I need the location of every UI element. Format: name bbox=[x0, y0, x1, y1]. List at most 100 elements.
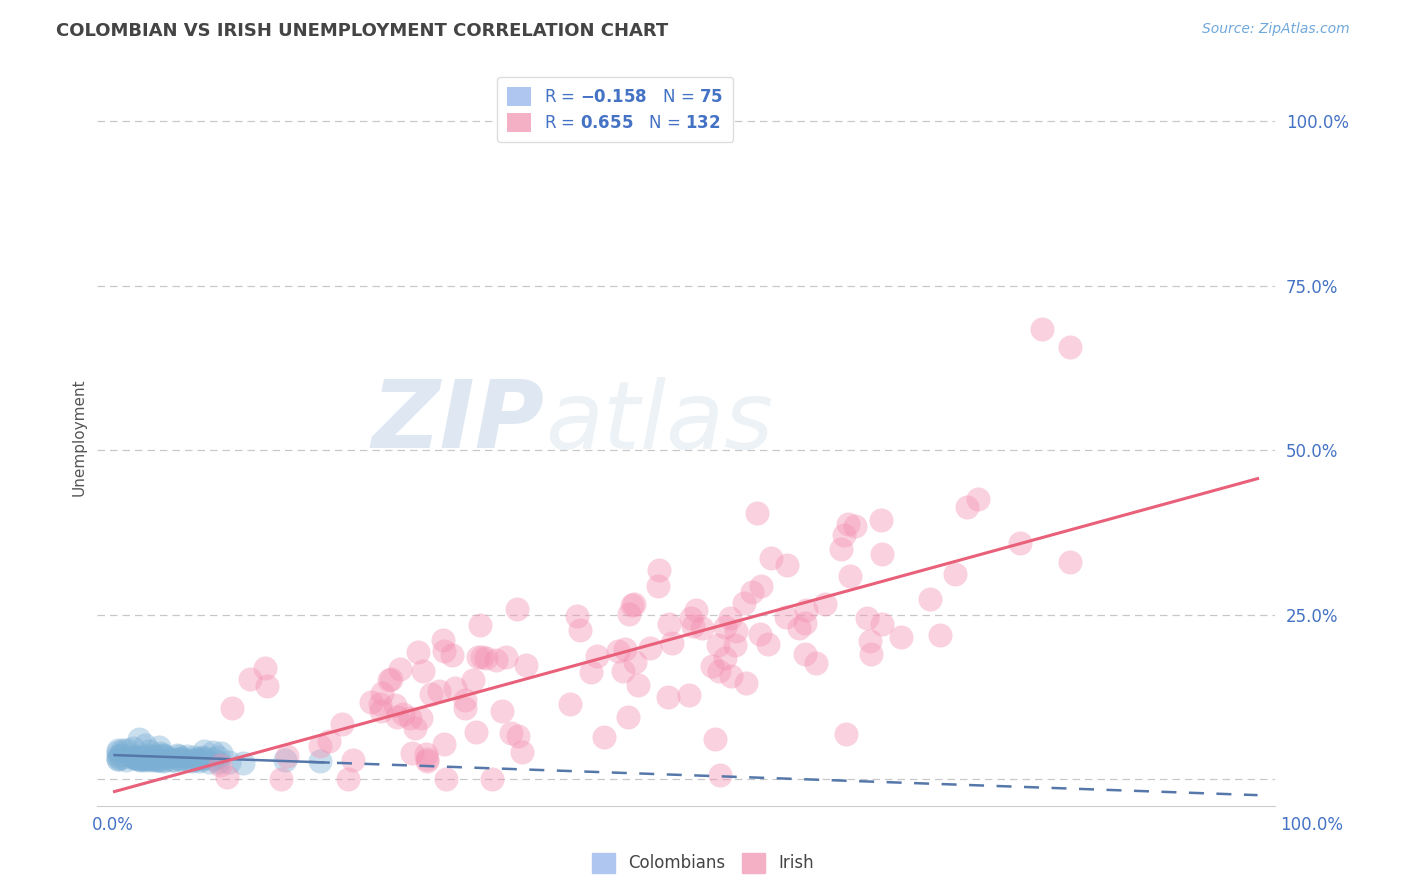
Point bbox=[839, 569, 862, 583]
Point bbox=[308, 739, 330, 754]
Point bbox=[337, 772, 360, 787]
Point bbox=[692, 621, 714, 635]
Point bbox=[276, 748, 298, 763]
Point bbox=[256, 679, 278, 693]
Point bbox=[454, 701, 477, 715]
Point bbox=[176, 749, 198, 764]
Point bbox=[153, 753, 176, 767]
Point bbox=[709, 768, 731, 782]
Point bbox=[134, 749, 156, 764]
Point bbox=[794, 616, 817, 631]
Point bbox=[606, 644, 628, 658]
Point bbox=[714, 620, 737, 634]
Point bbox=[330, 716, 353, 731]
Point bbox=[617, 607, 640, 622]
Point bbox=[468, 618, 491, 632]
Point bbox=[166, 747, 188, 762]
Point bbox=[568, 623, 591, 637]
Point bbox=[707, 638, 730, 652]
Point bbox=[136, 750, 159, 764]
Point bbox=[433, 737, 456, 751]
Point bbox=[713, 651, 735, 665]
Point bbox=[134, 738, 156, 752]
Point bbox=[704, 731, 727, 746]
Point bbox=[718, 611, 741, 625]
Point bbox=[232, 756, 254, 770]
Text: Source: ZipAtlas.com: Source: ZipAtlas.com bbox=[1202, 22, 1350, 37]
Point bbox=[239, 672, 262, 686]
Point bbox=[187, 754, 209, 768]
Point bbox=[485, 653, 508, 667]
Point bbox=[1059, 555, 1081, 569]
Point bbox=[759, 551, 782, 566]
Point bbox=[720, 669, 742, 683]
Point bbox=[918, 592, 941, 607]
Point bbox=[128, 752, 150, 766]
Point bbox=[217, 770, 239, 784]
Point bbox=[775, 609, 797, 624]
Point bbox=[270, 772, 292, 787]
Point bbox=[342, 753, 364, 767]
Point bbox=[495, 649, 517, 664]
Point bbox=[813, 598, 835, 612]
Point bbox=[586, 648, 609, 663]
Point bbox=[142, 749, 165, 764]
Point bbox=[157, 750, 180, 764]
Point bbox=[274, 753, 297, 767]
Point bbox=[198, 755, 221, 769]
Point bbox=[122, 751, 145, 765]
Point bbox=[399, 711, 422, 725]
Point bbox=[796, 603, 818, 617]
Point bbox=[146, 753, 169, 767]
Point bbox=[647, 579, 669, 593]
Point bbox=[128, 732, 150, 747]
Point bbox=[741, 584, 763, 599]
Point bbox=[623, 655, 645, 669]
Point bbox=[208, 757, 231, 772]
Point bbox=[167, 752, 190, 766]
Point bbox=[221, 700, 243, 714]
Point bbox=[776, 558, 799, 573]
Point bbox=[506, 730, 529, 744]
Point bbox=[134, 753, 156, 767]
Point bbox=[419, 687, 441, 701]
Point bbox=[444, 681, 467, 696]
Legend: R = $\mathbf{-0.158}$   N = $\mathbf{75}$, R = $\mathbf{0.655}$   N = $\mathbf{1: R = $\mathbf{-0.158}$ N = $\mathbf{75}$,… bbox=[498, 77, 734, 142]
Point bbox=[124, 750, 146, 764]
Point bbox=[162, 753, 184, 767]
Point bbox=[412, 664, 434, 678]
Point bbox=[139, 751, 162, 765]
Point bbox=[859, 633, 882, 648]
Point bbox=[121, 748, 143, 763]
Point bbox=[661, 636, 683, 650]
Point bbox=[647, 563, 669, 577]
Point bbox=[108, 750, 131, 764]
Point bbox=[1010, 536, 1032, 550]
Point bbox=[183, 750, 205, 764]
Point bbox=[115, 753, 138, 767]
Point bbox=[929, 628, 952, 642]
Point bbox=[700, 658, 723, 673]
Point bbox=[180, 754, 202, 768]
Point bbox=[856, 611, 879, 625]
Point bbox=[1031, 321, 1053, 335]
Point bbox=[153, 747, 176, 762]
Point bbox=[169, 751, 191, 765]
Point bbox=[368, 697, 391, 711]
Point bbox=[371, 686, 394, 700]
Point bbox=[681, 611, 703, 625]
Point bbox=[832, 528, 855, 542]
Point bbox=[318, 734, 340, 748]
Point bbox=[107, 745, 129, 759]
Point bbox=[515, 658, 537, 673]
Point bbox=[139, 752, 162, 766]
Point bbox=[385, 710, 408, 724]
Point bbox=[380, 672, 402, 686]
Point bbox=[384, 698, 406, 712]
Point bbox=[162, 753, 184, 767]
Point bbox=[627, 678, 650, 692]
Point bbox=[122, 740, 145, 755]
Point bbox=[682, 619, 704, 633]
Point bbox=[406, 644, 429, 658]
Point bbox=[592, 730, 614, 744]
